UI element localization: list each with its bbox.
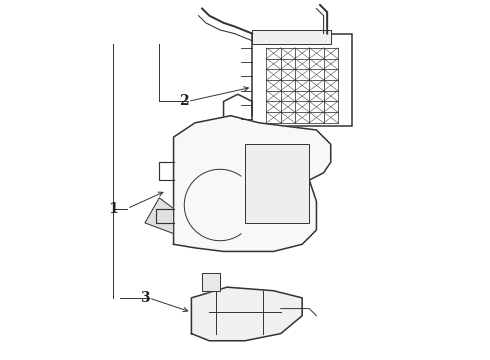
Polygon shape <box>192 287 302 341</box>
Bar <box>252 33 352 126</box>
Bar <box>245 144 309 223</box>
Polygon shape <box>145 198 173 234</box>
Polygon shape <box>202 273 220 291</box>
Text: 2: 2 <box>179 94 189 108</box>
Text: 1: 1 <box>108 202 118 216</box>
Bar <box>252 30 331 44</box>
Text: 3: 3 <box>140 291 150 305</box>
Polygon shape <box>173 116 331 251</box>
